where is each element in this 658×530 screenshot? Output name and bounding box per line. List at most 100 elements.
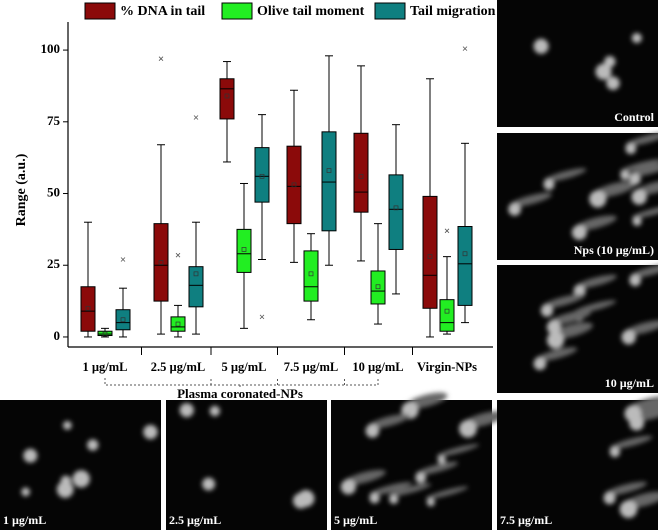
nucleus [533, 38, 549, 54]
x-tick-label: 5 µg/mL [221, 360, 266, 374]
panel-label: Control [614, 110, 654, 124]
box [170, 316, 186, 332]
y-tick-label: 50 [47, 185, 60, 200]
legend-swatch [221, 2, 253, 20]
outlier [259, 314, 265, 320]
nucleus [437, 455, 446, 464]
y-tick-label: 25 [47, 256, 61, 271]
mean [241, 247, 247, 252]
legend-label: Olive tail moment [257, 4, 365, 19]
panel-label: 2.5 µg/mL [169, 513, 221, 527]
nucleus [56, 481, 74, 498]
nucleus [21, 487, 31, 497]
mean [120, 317, 126, 323]
nucleus [543, 179, 555, 191]
box [439, 299, 455, 332]
box [457, 226, 473, 306]
comet-tail [541, 294, 585, 309]
comet-tail [534, 347, 578, 362]
spots [340, 392, 506, 507]
mean [393, 205, 399, 211]
outlier [444, 228, 450, 234]
comet-tail [609, 435, 653, 450]
mean [326, 168, 332, 173]
mean [102, 331, 108, 337]
nucleus [369, 493, 380, 504]
nucleus [632, 216, 642, 226]
mean [158, 260, 164, 265]
x-tick-label: 10 µg/mL [352, 360, 403, 374]
mean [175, 321, 181, 327]
comet-tail [425, 486, 469, 500]
spots [508, 132, 658, 240]
micrograph [497, 0, 658, 127]
comet-tail [631, 405, 658, 422]
nucleus [179, 403, 194, 418]
spots [533, 33, 642, 90]
comet-tail [623, 320, 658, 336]
box [254, 147, 270, 203]
x-tick-label: Virgin-NPs [417, 360, 477, 374]
nucleus [609, 446, 621, 458]
panel-label: 5 µg/mL [334, 513, 377, 527]
y-tick-label: 100 [41, 41, 61, 56]
nucleus [629, 173, 641, 185]
mean [375, 284, 381, 290]
comet-tail [509, 192, 552, 207]
panel-label: Nps (10 µg/mL) [574, 243, 654, 257]
comet-tail [367, 414, 410, 429]
comet-tail [629, 263, 658, 278]
outlier [175, 252, 181, 258]
outlier [158, 56, 164, 61]
nucleus [546, 331, 565, 349]
nucleus [87, 439, 99, 451]
comet-tail [369, 482, 412, 496]
micrograph [0, 400, 161, 530]
y-tick-label: 0 [54, 328, 61, 343]
nucleus [571, 225, 587, 240]
comet-tail [604, 481, 647, 496]
spots [533, 263, 658, 371]
mean [308, 271, 314, 277]
mean [358, 173, 364, 179]
box [321, 131, 337, 232]
mean [462, 251, 468, 257]
box [353, 132, 369, 213]
box [219, 78, 235, 120]
box [236, 228, 252, 273]
panel-label: 1 µg/mL [3, 513, 46, 527]
comet-tail [543, 168, 587, 182]
nucleus [589, 190, 607, 208]
group-label: Plasma coronated-NPs [177, 386, 303, 401]
mean [427, 254, 433, 259]
mean [224, 93, 230, 99]
nucleus [573, 285, 586, 298]
legend-label: % DNA in tail [120, 4, 205, 19]
nucleus [619, 500, 638, 519]
panel-label: 10 µg/mL [605, 376, 654, 390]
box [422, 195, 438, 309]
nucleus [23, 448, 38, 463]
legend-swatch [84, 2, 116, 20]
comet-tail [633, 179, 658, 196]
nucleus [603, 492, 616, 505]
box [115, 309, 131, 331]
nucleus [546, 320, 561, 335]
mean [291, 182, 297, 188]
box [370, 270, 386, 305]
nucleus [389, 494, 399, 505]
outlier [462, 46, 468, 51]
nucleus [365, 424, 380, 438]
comet-tail [343, 469, 386, 486]
comet-tail [631, 205, 658, 219]
comet-tail [548, 310, 592, 326]
nucleus [540, 304, 554, 317]
nucleus [293, 492, 309, 509]
comet-tail [574, 274, 617, 289]
nucleus [415, 472, 427, 484]
comet-tail [436, 443, 480, 457]
x-tick-label: 7.5 µg/mL [284, 360, 338, 374]
outlier [193, 115, 199, 120]
x-tick-label: 1 µg/mL [82, 360, 127, 374]
